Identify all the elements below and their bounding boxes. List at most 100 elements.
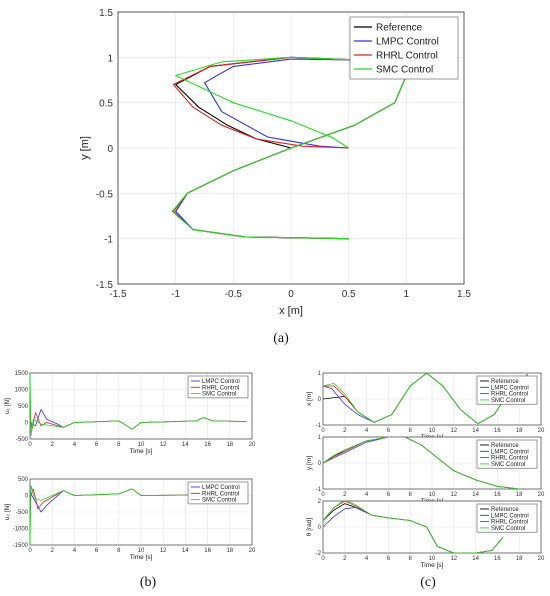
x-tick-label: 6 — [387, 556, 391, 562]
x-tick-label: 20 — [538, 492, 545, 498]
y-tick-label: -0.5 — [96, 189, 114, 200]
y-axis-label: y [m] — [79, 136, 91, 160]
legend-label: RHRL Control — [491, 520, 528, 526]
y-tick-label: 1.5 — [99, 8, 113, 19]
x-tick-label: 12 — [450, 492, 457, 498]
x-tick-label: 20 — [249, 442, 256, 448]
y-tick-label: 1000 — [15, 388, 29, 394]
y-axis-label: u₁ [N] — [4, 398, 11, 414]
legend-label: Reference — [491, 379, 519, 385]
y-tick-label: 0 — [318, 397, 322, 403]
y-tick-label: 500 — [18, 477, 29, 483]
legend-label: LMPC Control — [202, 379, 240, 385]
chart-b2: 0 2 4 6 8 10 12 14 16 18 20 -1500 -1000 -500 0 500 Time … — [4, 477, 256, 561]
x-tick-label: 4 — [365, 556, 369, 562]
y-tick-label: 0 — [107, 144, 113, 155]
legend-label: SMC Control — [491, 526, 525, 532]
x-tick-label: 12 — [160, 548, 167, 554]
y-tick-label: -1 — [104, 235, 113, 246]
x-tick-label: 6 — [387, 492, 391, 498]
y-axis-label: u₂ [N] — [4, 504, 11, 520]
plot-border — [29, 478, 253, 546]
x-tick-label: 6 — [387, 428, 391, 434]
plot-border — [117, 11, 465, 285]
x-tick-label: 0 — [28, 548, 32, 554]
x-tick-label: 8 — [409, 492, 413, 498]
x-tick-label: 4 — [365, 492, 369, 498]
x-tick-label: 6 — [95, 442, 99, 448]
x-tick-label: 10 — [138, 548, 145, 554]
x-tick-label: 18 — [226, 548, 233, 554]
legend-label: Reference — [491, 443, 519, 449]
legend-label: RHRL Control — [491, 392, 528, 398]
x-tick-label: 14 — [472, 556, 479, 562]
x-tick-label: -0.5 — [225, 289, 243, 300]
x-tick-label: 10 — [429, 556, 436, 562]
legend-label: Reference — [491, 507, 519, 513]
y-axis-label: x [m] — [306, 392, 313, 406]
legend-label: RHRL Control — [376, 51, 438, 62]
x-tick-label: 0.5 — [342, 289, 356, 300]
x-tick-label: 14 — [472, 492, 479, 498]
x-tick-label: 14 — [182, 442, 189, 448]
x-tick-label: 0 — [321, 428, 325, 434]
legend-label: RHRL Control — [202, 385, 239, 391]
series-line-smc-control — [323, 437, 520, 489]
x-tick-label: 16 — [494, 492, 501, 498]
y-tick-label: 0 — [318, 461, 322, 467]
y-tick-label: -1000 — [13, 527, 29, 533]
x-tick-label: -1 — [171, 289, 180, 300]
legend-label: LMPC Control — [491, 513, 529, 519]
legend-label: SMC Control — [202, 392, 236, 398]
legend-label: SMC Control — [491, 398, 525, 404]
x-tick-label: 4 — [73, 442, 77, 448]
x-tick-label: 1 — [404, 289, 410, 300]
x-tick-label: 12 — [450, 556, 457, 562]
series-line-smc-control — [30, 373, 247, 437]
y-tick-label: 1 — [107, 53, 113, 64]
series-line-smc-control — [30, 485, 247, 545]
x-tick-label: 20 — [538, 556, 545, 562]
x-tick-label: 18 — [516, 492, 523, 498]
x-tick-label: 14 — [182, 548, 189, 554]
legend-label: SMC Control — [202, 498, 236, 504]
legend-label: SMC Control — [491, 462, 525, 468]
y-tick-label: 0 — [25, 494, 29, 500]
x-tick-label: 2 — [343, 556, 347, 562]
x-tick-label: 2 — [343, 428, 347, 434]
x-tick-label: 16 — [204, 548, 211, 554]
y-tick-label: -500 — [16, 437, 29, 443]
y-tick-label: 2 — [318, 499, 322, 505]
x-tick-label: 12 — [450, 428, 457, 434]
x-tick-label: 8 — [409, 556, 413, 562]
x-axis-label: Time [s] — [421, 562, 444, 569]
y-tick-label: 500 — [18, 404, 29, 410]
y-axis-label: y [m] — [306, 456, 313, 470]
legend-label: RHRL Control — [202, 491, 239, 497]
series-line-smc-control — [323, 373, 529, 425]
chart-a: -1.5 -1 -0.5 0 0.5 1 1.5 -1.5 -1 -0.5 0 0.5 1 1.5 x [m… — [79, 8, 471, 317]
x-tick-label: 20 — [249, 548, 256, 554]
y-tick-label: -1500 — [13, 543, 29, 549]
series-line-smc-control — [171, 56, 407, 240]
x-tick-label: 8 — [117, 442, 121, 448]
y-tick-label: -500 — [16, 510, 29, 516]
legend-label: LMPC Control — [491, 449, 529, 455]
y-tick-label: 1 — [318, 371, 322, 377]
legend-box — [187, 375, 249, 399]
x-tick-label: 16 — [494, 428, 501, 434]
legend-label: LMPC Control — [376, 37, 439, 48]
x-tick-label: 20 — [538, 428, 545, 434]
y-tick-label: -1 — [316, 487, 322, 493]
x-tick-label: 0 — [288, 289, 294, 300]
y-tick-label: 0 — [318, 525, 322, 531]
x-tick-label: 0 — [321, 556, 325, 562]
x-tick-label: 16 — [494, 556, 501, 562]
y-tick-label: -1.5 — [96, 280, 114, 291]
legend-box — [187, 481, 249, 505]
x-tick-label: 10 — [429, 428, 436, 434]
legend-label: Reference — [376, 23, 423, 34]
x-tick-label: 0 — [321, 492, 325, 498]
